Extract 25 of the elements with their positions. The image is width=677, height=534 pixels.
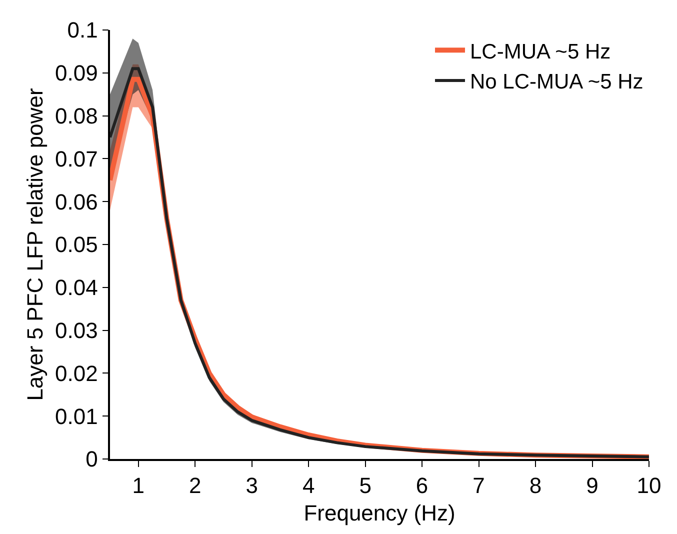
y-tick-label: 0.02 [55, 360, 98, 386]
x-tick-label: 10 [636, 473, 662, 498]
x-tick-label: 7 [472, 473, 485, 498]
x-tick-label: 2 [188, 473, 202, 498]
y-tick-label: 0.1 [67, 18, 98, 43]
y-tick-label: 0 [86, 446, 98, 472]
x-tick-label: 6 [416, 473, 428, 498]
y-tick-label: 0.04 [55, 275, 98, 300]
y-tick-label: 0.03 [55, 318, 98, 343]
x-tick-label: 9 [586, 473, 598, 498]
y-tick-label: 0.05 [55, 232, 98, 258]
y-tick-label: 0.06 [55, 189, 98, 214]
x-axis-title: Frequency (Hz) [304, 500, 456, 526]
y-tick-label: 0.09 [55, 60, 98, 86]
y-axis-title: Layer 5 PFC LFP relative power [22, 88, 48, 401]
y-tick-label: 0.08 [55, 104, 98, 128]
x-tick-label: 3 [246, 473, 258, 498]
x-tick-label: 5 [359, 473, 372, 498]
legend-label: No LC-MUA ~5 Hz [470, 70, 644, 94]
x-tick-label: 4 [302, 473, 315, 498]
x-tick-label: 8 [529, 473, 542, 498]
y-tick-label: 0.01 [55, 404, 98, 429]
x-tick-label: 1 [132, 473, 144, 498]
legend-label: LC-MUA ~5 Hz [470, 40, 611, 64]
y-tick-label: 0.07 [55, 146, 98, 172]
